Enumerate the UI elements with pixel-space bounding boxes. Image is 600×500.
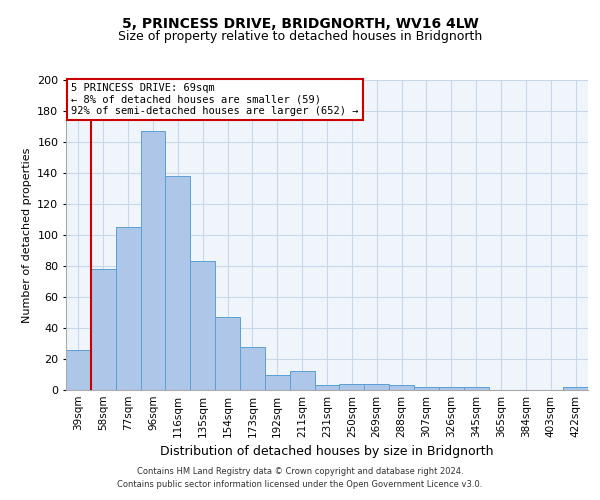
Bar bbox=[240, 346, 265, 390]
Bar bbox=[314, 386, 340, 390]
Bar bbox=[215, 317, 240, 390]
Text: Contains public sector information licensed under the Open Government Licence v3: Contains public sector information licen… bbox=[118, 480, 482, 489]
Bar bbox=[190, 262, 215, 390]
Bar bbox=[66, 350, 91, 390]
Bar bbox=[116, 227, 140, 390]
Text: Contains HM Land Registry data © Crown copyright and database right 2024.: Contains HM Land Registry data © Crown c… bbox=[137, 467, 463, 476]
Bar bbox=[364, 384, 389, 390]
Bar bbox=[340, 384, 364, 390]
Bar bbox=[563, 387, 588, 390]
Bar bbox=[166, 176, 190, 390]
Bar bbox=[140, 131, 166, 390]
Bar bbox=[389, 386, 414, 390]
Text: 5 PRINCESS DRIVE: 69sqm
← 8% of detached houses are smaller (59)
92% of semi-det: 5 PRINCESS DRIVE: 69sqm ← 8% of detached… bbox=[71, 83, 359, 116]
Bar bbox=[414, 387, 439, 390]
Bar bbox=[265, 374, 290, 390]
Bar bbox=[91, 269, 116, 390]
X-axis label: Distribution of detached houses by size in Bridgnorth: Distribution of detached houses by size … bbox=[160, 446, 494, 458]
Text: Size of property relative to detached houses in Bridgnorth: Size of property relative to detached ho… bbox=[118, 30, 482, 43]
Bar bbox=[439, 387, 464, 390]
Text: 5, PRINCESS DRIVE, BRIDGNORTH, WV16 4LW: 5, PRINCESS DRIVE, BRIDGNORTH, WV16 4LW bbox=[122, 18, 478, 32]
Bar bbox=[464, 387, 488, 390]
Y-axis label: Number of detached properties: Number of detached properties bbox=[22, 148, 32, 322]
Bar bbox=[290, 372, 314, 390]
